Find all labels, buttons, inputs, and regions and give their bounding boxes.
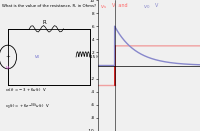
Text: $v_0$: $v_0$ bbox=[143, 3, 150, 10]
Text: V  and: V and bbox=[112, 3, 128, 8]
Text: V: V bbox=[155, 3, 158, 8]
Text: What is the value of the resistance, R, in Ohms?: What is the value of the resistance, R, … bbox=[2, 4, 96, 8]
Text: +: + bbox=[5, 54, 10, 59]
Text: 15 H: 15 H bbox=[90, 55, 99, 59]
Text: $v_0$: $v_0$ bbox=[34, 53, 40, 61]
Text: $v_s$: $v_s$ bbox=[5, 64, 11, 72]
Text: $v_s$: $v_s$ bbox=[100, 3, 107, 10]
Text: $v_0(t) = +6e^{-0.8t}u(t)$  V: $v_0(t) = +6e^{-0.8t}u(t)$ V bbox=[5, 101, 50, 111]
Text: $v_s(t) = -3 + 6u(t)$  V: $v_s(t) = -3 + 6u(t)$ V bbox=[5, 87, 47, 94]
Text: R: R bbox=[42, 20, 46, 25]
